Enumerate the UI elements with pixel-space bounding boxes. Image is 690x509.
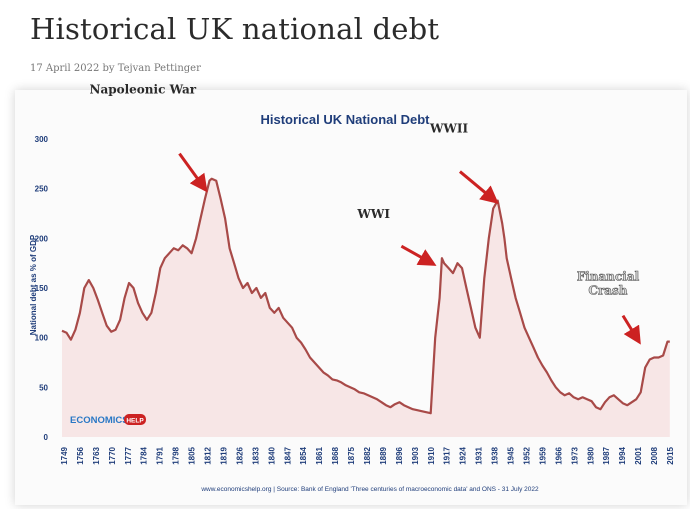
- x-tick-label: 1812: [204, 446, 213, 464]
- logo-text: ECONOMICS: [70, 415, 129, 426]
- x-tick-label: 1854: [299, 446, 308, 464]
- annotation-label: Napoleonic War: [89, 83, 196, 97]
- x-tick-label: 1875: [347, 446, 356, 464]
- debt-area-fill: [62, 178, 670, 437]
- annotation-arrow: [621, 314, 641, 345]
- x-tick-label: 1861: [315, 446, 324, 464]
- y-tick-label: 0: [44, 433, 49, 442]
- x-tick-label: 1896: [395, 446, 404, 464]
- x-tick-label: 1903: [411, 446, 420, 464]
- article-byline: 17 April 2022 by Tejvan Pettinger: [30, 63, 201, 74]
- source-text: www.economicshelp.org | Source: Bank of …: [200, 486, 539, 493]
- x-tick-label: 1938: [491, 446, 500, 464]
- chart-title: Historical UK National Debt: [260, 112, 430, 127]
- y-tick-label: 200: [35, 234, 49, 243]
- x-tick-label: 1819: [219, 446, 228, 464]
- x-tick-label: 1959: [538, 446, 547, 464]
- x-tick-label: 1882: [363, 446, 372, 464]
- annotation-label: Financial: [577, 270, 640, 284]
- x-tick-label: 1805: [188, 446, 197, 464]
- x-tick-label: 1756: [76, 446, 85, 464]
- x-tick-label: 1770: [108, 446, 117, 464]
- x-tick-label: 1973: [570, 446, 579, 464]
- x-tick-label: 1791: [156, 446, 165, 464]
- page-title: Historical UK national debt: [30, 12, 440, 46]
- annotation-label: Crash: [588, 284, 627, 298]
- x-tick-label: 1924: [459, 446, 468, 464]
- x-tick-label: 1980: [586, 446, 595, 464]
- x-tick-label: 1784: [140, 446, 149, 464]
- y-axis-label: National debt as % of GDP: [29, 234, 38, 335]
- annotation-arrow: [458, 170, 499, 204]
- x-tick-label: 1826: [235, 446, 244, 464]
- x-tick-label: 1840: [267, 446, 276, 464]
- debt-series-line: [61, 177, 670, 415]
- economics-help-logo: ECONOMICS HELP: [70, 414, 146, 426]
- x-tick-label: 1763: [92, 446, 101, 464]
- y-tick-label: 250: [35, 185, 49, 194]
- annotation-arrow: [400, 244, 437, 266]
- x-tick-label: 1945: [507, 446, 516, 464]
- x-tick-label: 2008: [650, 446, 659, 464]
- x-tick-label: 1889: [379, 446, 388, 464]
- x-tick-label: 1910: [427, 446, 436, 464]
- x-tick-label: 1749: [60, 446, 69, 464]
- x-tick-label: 1917: [443, 446, 452, 464]
- x-tick-label: 1868: [331, 446, 340, 464]
- x-axis-ticks: 1749 1756 1763 1770 1777 1784 1791 1798 1805 1812…: [60, 446, 675, 464]
- x-tick-label: 1952: [522, 446, 531, 464]
- x-tick-label: 1833: [251, 446, 260, 464]
- x-tick-label: 1777: [124, 446, 133, 464]
- x-tick-label: 1994: [618, 446, 627, 464]
- y-axis-ticks: 0 50 100 150 200 250 300: [35, 135, 49, 442]
- x-tick-label: 1798: [172, 446, 181, 464]
- annotation-label: WWI: [356, 207, 390, 221]
- y-tick-label: 50: [39, 383, 48, 392]
- y-tick-label: 300: [35, 135, 49, 144]
- logo-badge: [124, 414, 146, 425]
- x-tick-label: 1966: [554, 446, 563, 464]
- x-tick-label: 1931: [475, 446, 484, 464]
- logo-badge-text: HELP: [126, 418, 144, 425]
- y-tick-label: 100: [35, 334, 49, 343]
- x-tick-label: 1847: [283, 446, 292, 464]
- annotation-label: WWII: [429, 122, 469, 136]
- x-tick-label: 1987: [602, 446, 611, 464]
- y-tick-label: 150: [35, 284, 49, 293]
- x-tick-label: 2015: [666, 446, 675, 464]
- x-tick-label: 2001: [634, 446, 643, 464]
- annotation-arrow: [178, 152, 208, 193]
